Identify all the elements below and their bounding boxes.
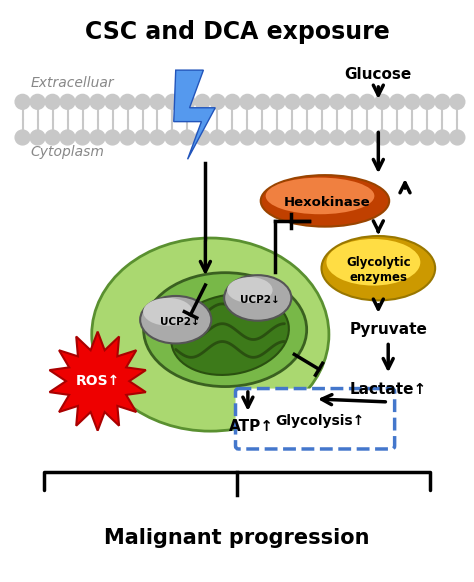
Circle shape <box>450 94 465 109</box>
Circle shape <box>30 130 45 145</box>
Circle shape <box>60 94 75 109</box>
Circle shape <box>225 94 240 109</box>
Circle shape <box>165 94 180 109</box>
Circle shape <box>270 94 285 109</box>
Circle shape <box>315 130 330 145</box>
Text: Glucose: Glucose <box>345 66 412 81</box>
Text: ROS↑: ROS↑ <box>75 374 120 388</box>
Ellipse shape <box>321 236 435 300</box>
Circle shape <box>180 130 195 145</box>
Ellipse shape <box>224 275 292 321</box>
Circle shape <box>45 130 60 145</box>
Circle shape <box>90 130 105 145</box>
Circle shape <box>45 94 60 109</box>
Circle shape <box>285 94 300 109</box>
Circle shape <box>330 130 345 145</box>
Text: Malignant progression: Malignant progression <box>104 528 370 548</box>
Circle shape <box>345 130 360 145</box>
Text: CSC and DCA exposure: CSC and DCA exposure <box>85 20 389 44</box>
Circle shape <box>105 130 120 145</box>
Text: Cytoplasm: Cytoplasm <box>30 146 104 159</box>
Circle shape <box>30 94 45 109</box>
Circle shape <box>360 130 375 145</box>
Circle shape <box>135 94 150 109</box>
Circle shape <box>210 130 225 145</box>
Circle shape <box>300 130 315 145</box>
Circle shape <box>15 130 30 145</box>
Circle shape <box>120 130 135 145</box>
Polygon shape <box>174 70 215 159</box>
Circle shape <box>270 130 285 145</box>
Circle shape <box>420 94 435 109</box>
Circle shape <box>15 94 30 109</box>
Text: Glycolysis↑: Glycolysis↑ <box>275 414 365 428</box>
Circle shape <box>240 94 255 109</box>
Circle shape <box>75 130 90 145</box>
Ellipse shape <box>265 178 374 214</box>
Text: UCP2↓: UCP2↓ <box>240 295 280 305</box>
Circle shape <box>195 94 210 109</box>
Circle shape <box>420 130 435 145</box>
Ellipse shape <box>327 239 420 286</box>
Circle shape <box>405 94 420 109</box>
Text: Lactate↑: Lactate↑ <box>350 382 427 396</box>
Circle shape <box>90 94 105 109</box>
Circle shape <box>330 94 345 109</box>
Circle shape <box>150 94 165 109</box>
Text: Glycolytic
enzymes: Glycolytic enzymes <box>346 256 410 284</box>
Circle shape <box>165 130 180 145</box>
Circle shape <box>360 94 375 109</box>
Circle shape <box>180 94 195 109</box>
Circle shape <box>240 130 255 145</box>
Circle shape <box>255 94 270 109</box>
Circle shape <box>450 130 465 145</box>
Polygon shape <box>49 332 146 431</box>
Ellipse shape <box>143 298 192 326</box>
Circle shape <box>375 94 390 109</box>
Circle shape <box>225 130 240 145</box>
Circle shape <box>390 130 405 145</box>
Ellipse shape <box>261 175 389 226</box>
Circle shape <box>300 94 315 109</box>
Ellipse shape <box>92 238 329 431</box>
Ellipse shape <box>171 294 289 375</box>
Circle shape <box>375 130 390 145</box>
Circle shape <box>435 94 450 109</box>
Circle shape <box>120 94 135 109</box>
Text: ATP↑: ATP↑ <box>229 419 274 434</box>
Circle shape <box>75 94 90 109</box>
Circle shape <box>405 130 420 145</box>
FancyBboxPatch shape <box>236 389 395 449</box>
Circle shape <box>135 130 150 145</box>
Bar <box>23 109 457 129</box>
Text: Hexokinase: Hexokinase <box>283 196 370 210</box>
Circle shape <box>315 94 330 109</box>
Circle shape <box>345 94 360 109</box>
Circle shape <box>150 130 165 145</box>
Circle shape <box>390 94 405 109</box>
Text: Extracelluar: Extracelluar <box>30 76 114 90</box>
Circle shape <box>195 130 210 145</box>
Circle shape <box>210 94 225 109</box>
Circle shape <box>255 130 270 145</box>
Ellipse shape <box>144 273 307 386</box>
Text: Pyruvate: Pyruvate <box>349 322 427 337</box>
Ellipse shape <box>227 277 273 303</box>
Circle shape <box>435 130 450 145</box>
Circle shape <box>105 94 120 109</box>
Ellipse shape <box>140 296 211 343</box>
Circle shape <box>285 130 300 145</box>
Text: UCP2↓: UCP2↓ <box>160 317 200 327</box>
Circle shape <box>60 130 75 145</box>
